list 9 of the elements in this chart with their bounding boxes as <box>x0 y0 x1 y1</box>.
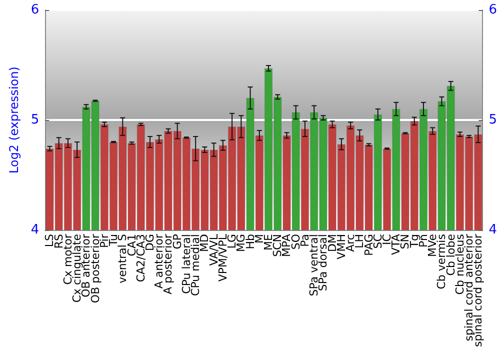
x-tick-label: Tg <box>408 234 421 249</box>
y2-tick-label: 4 <box>488 222 498 238</box>
y2-tick-label: 6 <box>488 2 498 18</box>
y-tick-label: 5 <box>30 112 40 128</box>
y-tick-label: 6 <box>30 2 40 18</box>
y-axis-title: Log2 (expression) <box>7 66 21 174</box>
y-tick-label: 4 <box>30 222 40 238</box>
y2-tick-label: 5 <box>488 112 498 128</box>
x-tick-label: OB posterior <box>88 234 102 304</box>
